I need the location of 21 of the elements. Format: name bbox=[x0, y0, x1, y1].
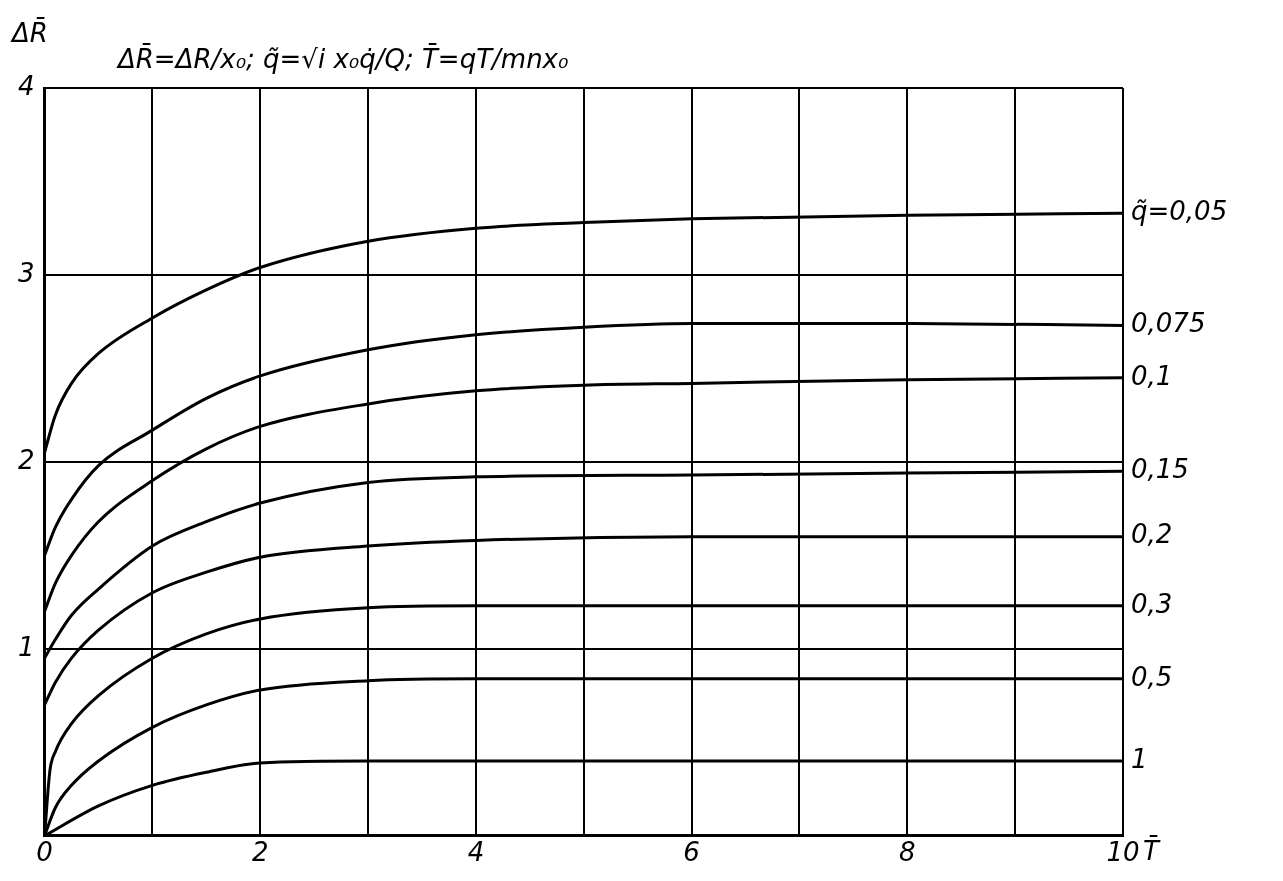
series-label: 0,5 bbox=[1131, 661, 1173, 692]
x-axis-title: T̄ bbox=[1143, 836, 1159, 866]
x-tick-label: 2 bbox=[251, 837, 269, 868]
series-label: 0,075 bbox=[1131, 308, 1206, 339]
y-tick-label: 1 bbox=[18, 631, 35, 662]
x-tick-label: 4 bbox=[467, 837, 485, 868]
series-label: q̃=0,05 bbox=[1131, 196, 1228, 227]
series-label: 0,3 bbox=[1131, 588, 1173, 619]
y-tick-label: 3 bbox=[18, 257, 35, 288]
y-axis-title: ΔR̄ bbox=[12, 18, 48, 48]
series-label: 0,2 bbox=[1131, 519, 1173, 550]
series-label: 1 bbox=[1131, 743, 1148, 774]
series-label: 0,15 bbox=[1131, 454, 1189, 484]
x-tick-label: 0 bbox=[36, 837, 53, 868]
x-tick-label: 6 bbox=[683, 837, 700, 868]
y-tick-label: 2 bbox=[18, 444, 35, 475]
chart-title: ΔR̄=ΔR/x₀; q̃=√i x₀q̇/Q; T̄=qT/mnx₀ bbox=[118, 44, 569, 74]
y-tick-label: 4 bbox=[18, 70, 35, 101]
series-label: 0,1 bbox=[1131, 360, 1173, 391]
x-tick-label: 8 bbox=[899, 837, 916, 868]
x-tick-label: 10 bbox=[1106, 837, 1140, 868]
